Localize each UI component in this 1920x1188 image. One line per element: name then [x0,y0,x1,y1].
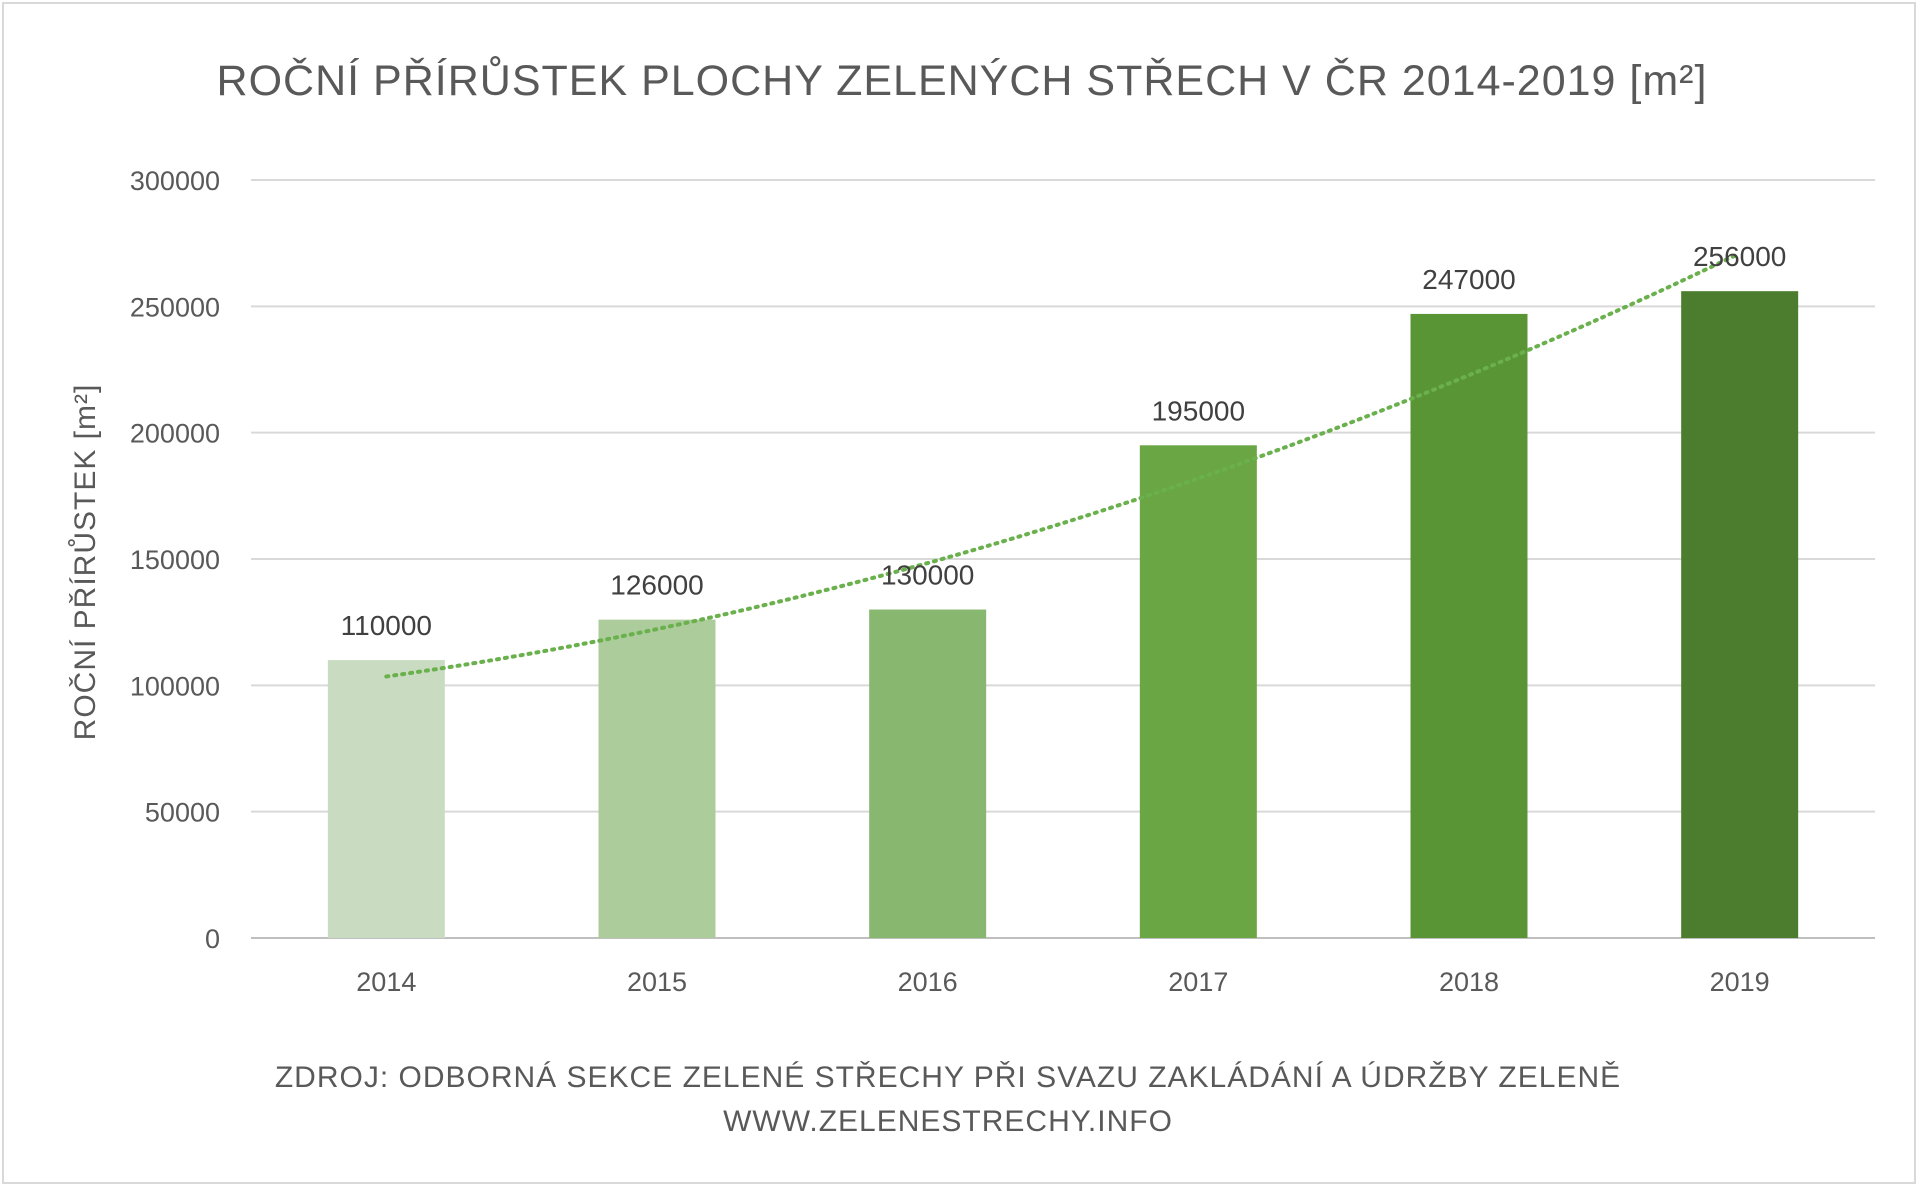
x-tick-label: 2016 [898,967,958,997]
data-label: 130000 [881,560,974,591]
chart-title: ROČNÍ PŘÍRŮSTEK PLOCHY ZELENÝCH STŘECH V… [217,56,1708,105]
y-tick-label: 150000 [130,545,220,575]
data-label: 256000 [1693,241,1786,272]
bar-2016 [869,609,987,938]
y-axis-title: ROČNÍ PŘÍRŮSTEK [m²] [68,384,102,741]
source-url: WWW.ZELENESTRECHY.INFO [723,1105,1173,1138]
x-tick-label: 2014 [356,967,416,997]
data-labels: 110000 126000 130000 195000 247000 256000 [341,241,1787,641]
data-label: 195000 [1152,395,1245,426]
y-tick-label: 200000 [130,419,220,449]
data-label: 247000 [1422,264,1515,295]
y-tick-label: 0 [205,924,220,954]
bar-2019 [1681,291,1799,938]
x-tick-label: 2019 [1710,967,1770,997]
bars [327,291,1799,938]
x-tick-label: 2018 [1439,967,1499,997]
y-tick-label: 50000 [145,798,220,828]
x-axis-ticks: 2014 2015 2016 2017 2018 2019 [356,967,1769,997]
y-tick-label: 300000 [130,166,220,196]
bar-2017 [1139,445,1257,938]
bar-2014 [327,660,445,938]
bar-2018 [1410,313,1528,938]
y-tick-label: 250000 [130,292,220,322]
trendline [384,251,1742,679]
x-tick-label: 2017 [1168,967,1228,997]
data-label: 126000 [610,570,703,601]
data-label: 110000 [341,610,432,641]
y-axis-ticks: 0 50000 100000 150000 200000 250000 300000 [130,166,220,954]
gridlines [251,179,1875,939]
x-tick-label: 2015 [627,967,687,997]
source-line: ZDROJ: ODBORNÁ SEKCE ZELENÉ STŘECHY PŘI … [275,1061,1621,1094]
trendline-path [384,251,1742,679]
y-tick-label: 100000 [130,671,220,701]
bar-2015 [598,619,716,938]
